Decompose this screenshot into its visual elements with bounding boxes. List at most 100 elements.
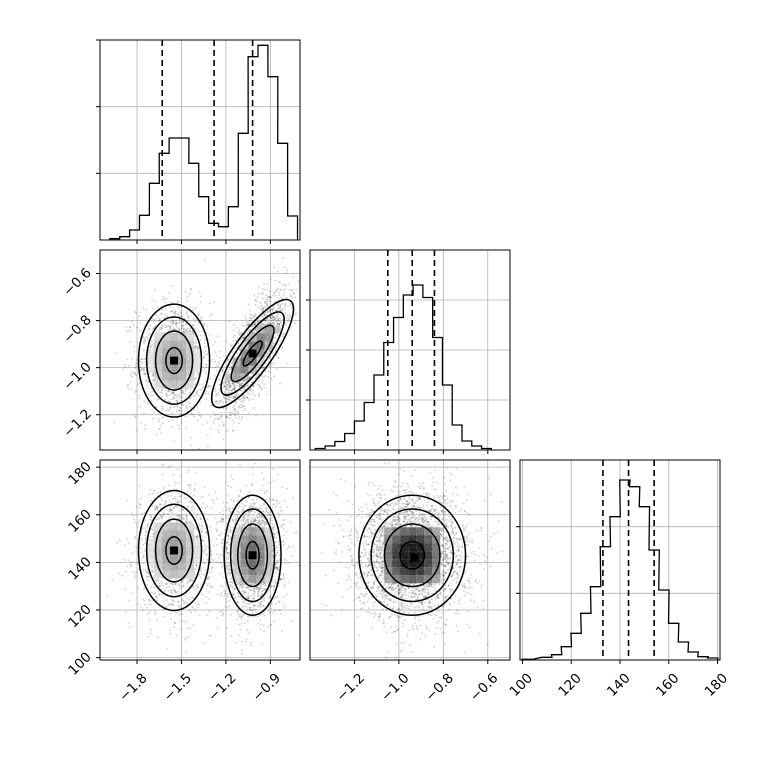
scatter-point bbox=[150, 528, 153, 530]
scatter-point bbox=[170, 465, 173, 467]
scatter-point bbox=[287, 305, 289, 308]
scatter-point bbox=[203, 351, 205, 353]
scatter-point bbox=[203, 551, 206, 553]
scatter-point bbox=[268, 309, 271, 311]
scatter-point bbox=[218, 401, 221, 404]
scatter-point bbox=[184, 638, 186, 641]
scatter-point bbox=[170, 310, 173, 313]
scatter-point bbox=[181, 404, 184, 407]
scatter-point bbox=[199, 518, 202, 520]
scatter-point bbox=[132, 324, 135, 327]
scatter-point bbox=[210, 507, 213, 510]
scatter-point bbox=[207, 384, 210, 387]
scatter-point bbox=[111, 578, 114, 581]
scatter-point bbox=[159, 514, 162, 517]
scatter-point bbox=[169, 612, 172, 615]
scatter-point bbox=[211, 498, 213, 501]
scatter-point bbox=[278, 323, 281, 326]
scatter-point bbox=[158, 503, 161, 506]
scatter-point bbox=[245, 338, 248, 341]
scatter-point bbox=[275, 316, 277, 319]
scatter-point bbox=[242, 337, 245, 340]
scatter-point bbox=[275, 289, 278, 292]
scatter-point bbox=[199, 319, 202, 322]
scatter-point bbox=[297, 280, 300, 282]
scatter-point bbox=[165, 582, 168, 585]
scatter-point bbox=[170, 509, 173, 512]
scatter-point bbox=[154, 508, 156, 511]
scatter-point bbox=[164, 398, 166, 401]
scatter-point bbox=[277, 280, 280, 283]
scatter-point bbox=[179, 587, 182, 589]
scatter-point bbox=[225, 340, 228, 343]
scatter-point bbox=[229, 414, 232, 417]
scatter-point bbox=[289, 304, 292, 307]
scatter-point bbox=[195, 393, 198, 396]
scatter-point bbox=[172, 507, 175, 509]
scatter-point bbox=[160, 588, 163, 591]
scatter-point bbox=[177, 514, 180, 517]
scatter-point bbox=[193, 507, 196, 510]
scatter-point bbox=[159, 504, 162, 506]
scatter-point bbox=[169, 321, 172, 323]
scatter-point bbox=[169, 407, 172, 410]
scatter-point bbox=[161, 515, 163, 518]
scatter-point bbox=[124, 588, 126, 590]
scatter-point bbox=[144, 530, 147, 533]
scatter-point bbox=[149, 394, 152, 397]
scatter-point bbox=[142, 568, 145, 571]
scatter-point bbox=[215, 400, 218, 403]
scatter-point bbox=[162, 416, 165, 418]
scatter-point bbox=[293, 292, 296, 295]
scatter-point bbox=[166, 586, 168, 589]
scatter-point bbox=[236, 611, 238, 614]
scatter-point bbox=[129, 341, 132, 344]
scatter-point bbox=[173, 312, 175, 315]
scatter-point bbox=[169, 305, 172, 308]
scatter-point bbox=[180, 388, 183, 391]
scatter-point bbox=[222, 386, 225, 389]
scatter-point bbox=[151, 564, 154, 566]
scatter-point bbox=[156, 578, 159, 581]
scatter-point bbox=[278, 319, 280, 322]
scatter-point bbox=[191, 508, 194, 511]
scatter-point bbox=[231, 388, 234, 390]
scatter-point bbox=[225, 387, 227, 390]
scatter-point bbox=[202, 324, 205, 327]
scatter-point bbox=[133, 518, 136, 521]
scatter-point bbox=[199, 414, 202, 417]
scatter-point bbox=[225, 397, 227, 400]
scatter-point bbox=[168, 499, 171, 502]
scatter-point bbox=[226, 515, 228, 518]
scatter-point bbox=[232, 324, 235, 326]
scatter-point bbox=[181, 391, 183, 394]
scatter-point bbox=[130, 373, 132, 376]
scatter-point bbox=[177, 604, 180, 607]
scatter-point bbox=[145, 531, 148, 533]
scatter-point bbox=[254, 328, 257, 331]
scatter-point bbox=[266, 288, 269, 291]
scatter-point bbox=[228, 385, 231, 388]
scatter-point bbox=[279, 321, 282, 324]
scatter-point bbox=[269, 310, 272, 313]
scatter-point bbox=[202, 528, 204, 531]
scatter-point bbox=[197, 321, 200, 324]
scatter-point bbox=[181, 581, 184, 584]
scatter-point bbox=[181, 516, 184, 518]
scatter-point bbox=[167, 408, 169, 411]
scatter-point bbox=[234, 396, 237, 399]
scatter-point bbox=[141, 388, 143, 391]
scatter-point bbox=[185, 621, 188, 624]
scatter-point bbox=[153, 593, 155, 595]
scatter-point bbox=[124, 611, 127, 614]
scatter-point bbox=[151, 390, 154, 392]
scatter-point bbox=[191, 605, 194, 608]
scatter-point bbox=[167, 589, 170, 592]
scatter-point bbox=[185, 328, 188, 331]
scatter-point bbox=[170, 589, 173, 592]
scatter-point bbox=[196, 346, 199, 349]
scatter-point bbox=[171, 301, 174, 304]
scatter-point bbox=[177, 517, 179, 520]
scatter-point bbox=[171, 592, 174, 595]
scatter-point bbox=[292, 292, 295, 295]
